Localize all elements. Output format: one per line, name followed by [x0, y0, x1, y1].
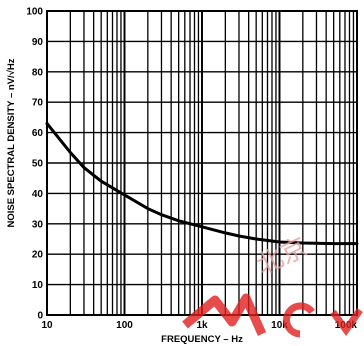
- y-tick-label: 20: [32, 250, 44, 261]
- y-tick-label: 60: [32, 128, 44, 139]
- y-tick-label: 80: [32, 67, 44, 78]
- y-tick-label: 50: [32, 159, 44, 170]
- y-tick-label: 10: [32, 280, 44, 291]
- x-tick-label: 10k: [271, 320, 288, 331]
- x-tick-labels: 10 100 1k 10k 100k: [41, 320, 357, 331]
- y-tick-label: 100: [26, 7, 43, 18]
- y-tick-label: 30: [32, 219, 44, 230]
- grid-lines: [46, 10, 358, 316]
- series-line: [45, 122, 359, 246]
- y-tick-label: 40: [32, 189, 44, 200]
- x-tick-label: 1k: [196, 320, 208, 331]
- y-tick-labels: 0 10 20 30 40 50 60 70 80 90 100: [26, 7, 43, 322]
- x-tick-label: 100: [116, 320, 133, 331]
- x-tick-label: 10: [41, 320, 53, 331]
- y-axis-title: NOISE SPECTRAL DENSITY – nV/√Hz: [6, 58, 17, 227]
- x-axis-title: FREQUENCY – Hz: [161, 334, 243, 345]
- y-tick-label: 0: [37, 311, 43, 322]
- y-tick-label: 90: [32, 37, 44, 48]
- y-tick-label: 70: [32, 98, 44, 109]
